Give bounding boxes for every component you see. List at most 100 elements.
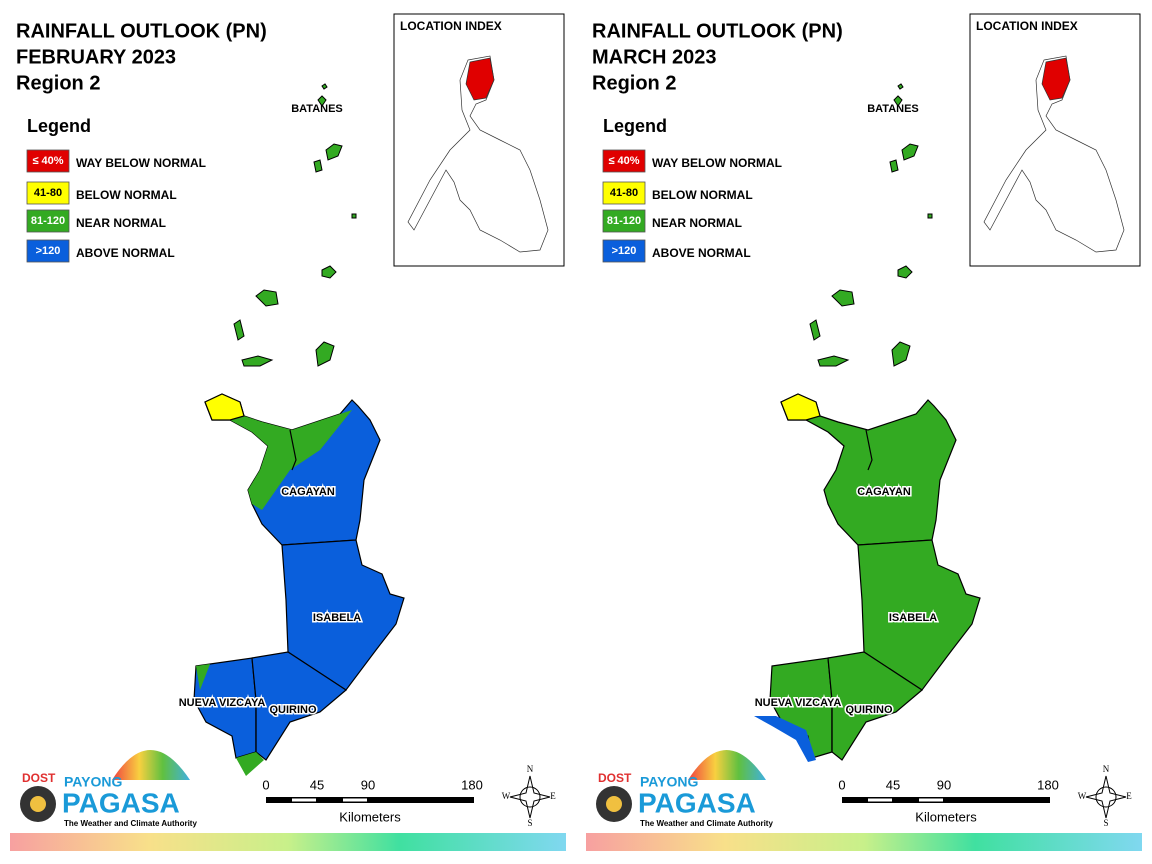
- island: [809, 319, 821, 341]
- logo-seal-inner: [30, 796, 46, 812]
- province-label: ISABELA: [313, 612, 361, 624]
- scale-label: 0: [838, 777, 845, 792]
- scale-label: 45: [310, 777, 324, 792]
- legend-key: ≤ 40%: [608, 155, 639, 167]
- legend-key: ≤ 40%: [32, 155, 63, 167]
- legend-text: WAY BELOW NORMAL: [76, 156, 206, 170]
- island: [325, 143, 343, 161]
- zone-below-normal: [780, 393, 821, 421]
- legend-text: BELOW NORMAL: [76, 188, 177, 202]
- province: [281, 539, 405, 691]
- legend-key: 81-120: [607, 215, 641, 227]
- island: [313, 159, 323, 173]
- title-line: RAINFALL OUTLOOK (PN): [16, 20, 267, 42]
- legend-text: ABOVE NORMAL: [652, 246, 751, 260]
- island: [927, 213, 933, 219]
- title-line: Region 2: [592, 72, 676, 94]
- logo-umbrella: [112, 750, 190, 780]
- index-region: [1041, 57, 1071, 101]
- logo-brand-top: PAYONG: [64, 774, 122, 790]
- scale-label: 45: [886, 777, 900, 792]
- compass-label: W: [502, 791, 511, 801]
- logo-umbrella: [688, 750, 766, 780]
- legend-text: BELOW NORMAL: [652, 188, 753, 202]
- legend-key: 41-80: [610, 187, 638, 199]
- legend-key: 81-120: [31, 215, 65, 227]
- logo-tagline: The Weather and Climate Authority: [640, 819, 773, 828]
- island: [831, 289, 855, 307]
- legend-key: 41-80: [34, 187, 62, 199]
- legend-swatch: [602, 181, 646, 205]
- compass-ring: [519, 786, 541, 808]
- scale-unit: Kilometers: [339, 809, 401, 824]
- province-label: NUEVA VIZCAYA: [179, 697, 266, 709]
- island: [889, 159, 899, 173]
- compass-label: E: [550, 791, 556, 801]
- title-line: MARCH 2023: [592, 46, 716, 68]
- logo-agency: DOST: [22, 771, 56, 785]
- color-band: [10, 833, 566, 851]
- index-title: LOCATION INDEX: [400, 19, 502, 33]
- logo-brand-top: PAYONG: [640, 774, 698, 790]
- zone-near-normal: [230, 402, 352, 510]
- province-label: NUEVA VIZCAYA: [755, 697, 842, 709]
- island: [901, 143, 919, 161]
- legend-swatch: [602, 149, 646, 173]
- island: [897, 83, 904, 90]
- scale-label: 0: [262, 777, 269, 792]
- compass-rose: [1085, 775, 1127, 819]
- islands-label: BATANES: [291, 103, 343, 115]
- province-border: [255, 429, 297, 752]
- province-label: CAGAYAN: [281, 486, 335, 498]
- logo-seal-inner: [606, 796, 622, 812]
- zone-above-normal: [754, 716, 816, 762]
- islands-label: BATANES: [867, 103, 919, 115]
- island: [255, 289, 279, 307]
- legend-swatch: [26, 239, 70, 263]
- index-country: [983, 55, 1125, 253]
- island: [321, 83, 328, 90]
- scale-segment: [343, 798, 367, 802]
- province-label: ISABELA: [889, 612, 937, 624]
- province-label: QUIRINO: [845, 704, 893, 716]
- scale-label: 180: [1037, 777, 1059, 792]
- legend-swatch: [26, 209, 70, 233]
- logo-brand: PAGASA: [638, 787, 756, 818]
- compass-label: E: [1126, 791, 1132, 801]
- legend-swatch: [602, 239, 646, 263]
- island: [241, 355, 274, 367]
- legend-swatch: [602, 209, 646, 233]
- compass-ring: [1095, 786, 1117, 808]
- scale-segment: [292, 798, 316, 802]
- legend-key: >120: [612, 245, 637, 257]
- island: [317, 95, 327, 107]
- compass-label: N: [527, 764, 534, 774]
- island: [893, 95, 903, 107]
- province-label: CAGAYAN: [857, 486, 911, 498]
- compass-label: W: [1078, 791, 1087, 801]
- title-line: FEBRUARY 2023: [16, 46, 176, 68]
- index-title: LOCATION INDEX: [976, 19, 1078, 33]
- index-country: [407, 55, 549, 253]
- panel: RAINFALL OUTLOOK (PN) FEBRUARY 2023 Region…: [10, 13, 566, 851]
- logo-tagline: The Weather and Climate Authority: [64, 819, 197, 828]
- legend-text: NEAR NORMAL: [652, 216, 742, 230]
- zone-near-normal: [196, 664, 264, 776]
- legend-text: NEAR NORMAL: [76, 216, 166, 230]
- island: [891, 341, 911, 367]
- island: [817, 355, 850, 367]
- legend-swatch: [26, 181, 70, 205]
- compass-label: N: [1103, 764, 1110, 774]
- scale-segment: [868, 798, 892, 802]
- island: [233, 319, 245, 341]
- legend-swatch: [26, 149, 70, 173]
- scale-bar: [266, 797, 474, 803]
- legend-text: WAY BELOW NORMAL: [652, 156, 782, 170]
- panel: RAINFALL OUTLOOK (PN) MARCH 2023 Region 2 L…: [586, 13, 1142, 851]
- logo-brand: PAGASA: [62, 787, 180, 818]
- compass-label: S: [527, 818, 532, 828]
- province-label: QUIRINO: [269, 704, 317, 716]
- province-border: [831, 429, 873, 752]
- island: [321, 265, 337, 279]
